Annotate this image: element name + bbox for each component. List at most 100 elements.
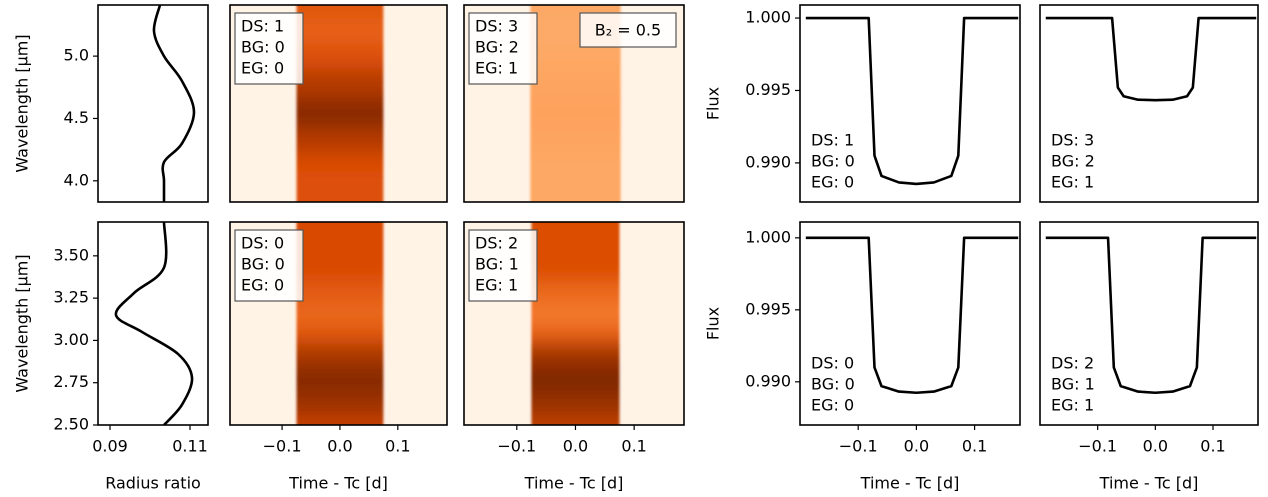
x-tick-label: 0.1 (621, 437, 646, 456)
heat-cell (530, 68, 621, 98)
annotation: EG: 1 (475, 276, 518, 295)
heat-cell (296, 18, 384, 45)
heat-cell (296, 152, 384, 172)
heat-cell (296, 222, 384, 236)
panel (1045, 16, 1257, 102)
y-tick-label: 0.990 (745, 152, 791, 171)
annotation: BG: 0 (241, 38, 285, 57)
y-tick-label: 2.75 (53, 372, 89, 391)
x-tick-label: 0.1 (1200, 437, 1225, 456)
x-tick-label: −0.1 (263, 437, 302, 456)
x-tick-label: 0.1 (385, 437, 410, 456)
heat-cell (531, 222, 620, 236)
x-axis-label: Radius ratio (105, 474, 201, 493)
annotation: DS: 3 (1051, 131, 1094, 150)
panel (805, 236, 1019, 395)
light-curve (805, 236, 1019, 395)
heat-cell (296, 68, 384, 98)
heatmap (530, 5, 621, 202)
heat-cell (296, 342, 384, 367)
annotation: EG: 0 (241, 276, 284, 295)
heat-cell (296, 323, 384, 344)
annotation-box (234, 229, 304, 302)
x-tick-label: −0.1 (497, 437, 536, 456)
annotation: DS: 2 (1051, 354, 1094, 373)
y-tick-label: 0.995 (745, 299, 791, 318)
heat-cell (531, 304, 620, 324)
y-tick-label: 4.5 (64, 108, 89, 127)
heat-cell (296, 391, 384, 416)
axes-frame (97, 4, 209, 203)
annotation: BG: 0 (811, 375, 855, 394)
x-tick-label: 0.0 (563, 437, 588, 456)
annotation: EG: 1 (475, 59, 518, 78)
panel (464, 222, 684, 425)
axes-frame (799, 221, 1021, 426)
panel (114, 222, 194, 425)
annotation: EG: 0 (811, 173, 854, 192)
annotation-box (468, 12, 538, 85)
annotation: EG: 0 (811, 396, 854, 415)
heatmap (296, 222, 384, 425)
annotation-box (468, 229, 538, 302)
heat-cell (296, 257, 384, 281)
y-tick-label: 3.25 (53, 288, 89, 307)
axes-frame (463, 4, 685, 203)
annotation: BG: 0 (241, 255, 285, 274)
x-tick-label: −0.1 (839, 437, 878, 456)
y-axis-label: Flux (704, 87, 723, 120)
x-tick-label: 0.09 (92, 437, 128, 456)
annotation-box (234, 12, 304, 85)
annotation: DS: 1 (241, 17, 284, 36)
y-tick-label: 0.995 (745, 80, 791, 99)
panel (805, 16, 1019, 186)
x-tick-label: 0.1 (962, 437, 987, 456)
heat-cell (296, 304, 384, 324)
x-tick-label: −0.1 (1078, 437, 1117, 456)
y-tick-label: 2.50 (53, 415, 89, 434)
annotation: EG: 1 (1051, 396, 1094, 415)
heat-cell (531, 414, 620, 425)
heat-cell (296, 234, 384, 259)
x-tick-label: 0.0 (327, 437, 352, 456)
light-curve (805, 16, 1019, 186)
heat-cell (531, 323, 620, 344)
heat-cell (530, 191, 621, 202)
y-tick-label: 3.00 (53, 330, 89, 349)
heat-cell (531, 280, 620, 305)
light-curve (1045, 236, 1257, 395)
heat-cell (296, 191, 384, 202)
panel (152, 5, 196, 202)
y-tick-label: 1.000 (745, 8, 791, 27)
panel (1045, 236, 1257, 395)
axes-frame (229, 221, 448, 426)
heat-cell (530, 43, 621, 70)
heat-cell (296, 280, 384, 305)
heat-cell (296, 414, 384, 425)
x-tick-label: 0.11 (172, 437, 208, 456)
y-tick-label: 5.0 (64, 46, 89, 65)
x-tick-label: 0.0 (1143, 437, 1168, 456)
annotation: BG: 1 (1051, 375, 1095, 394)
y-tick-label: 3.50 (53, 245, 89, 264)
heat-cell (296, 96, 384, 129)
heat-cell (296, 171, 384, 192)
annotation: EG: 1 (1051, 173, 1094, 192)
y-axis-label: Wavelength [μm] (13, 254, 32, 392)
heat-cell (530, 152, 621, 172)
x-axis-label: Time - Tc [d] (1099, 474, 1199, 493)
annotation: BG: 0 (811, 152, 855, 171)
annotation: DS: 2 (475, 234, 518, 253)
y-axis-label: Wavelength [μm] (13, 34, 32, 172)
heatmap (296, 5, 384, 202)
annotation: DS: 1 (811, 131, 854, 150)
annotation: BG: 2 (475, 38, 519, 57)
axes-frame (799, 4, 1021, 203)
y-tick-label: 1.000 (745, 227, 791, 246)
annotation: BG: 2 (1051, 152, 1095, 171)
y-axis-label: Flux (704, 307, 723, 340)
heat-cell (530, 171, 621, 192)
heat-cell (296, 43, 384, 70)
heat-cell (531, 365, 620, 392)
